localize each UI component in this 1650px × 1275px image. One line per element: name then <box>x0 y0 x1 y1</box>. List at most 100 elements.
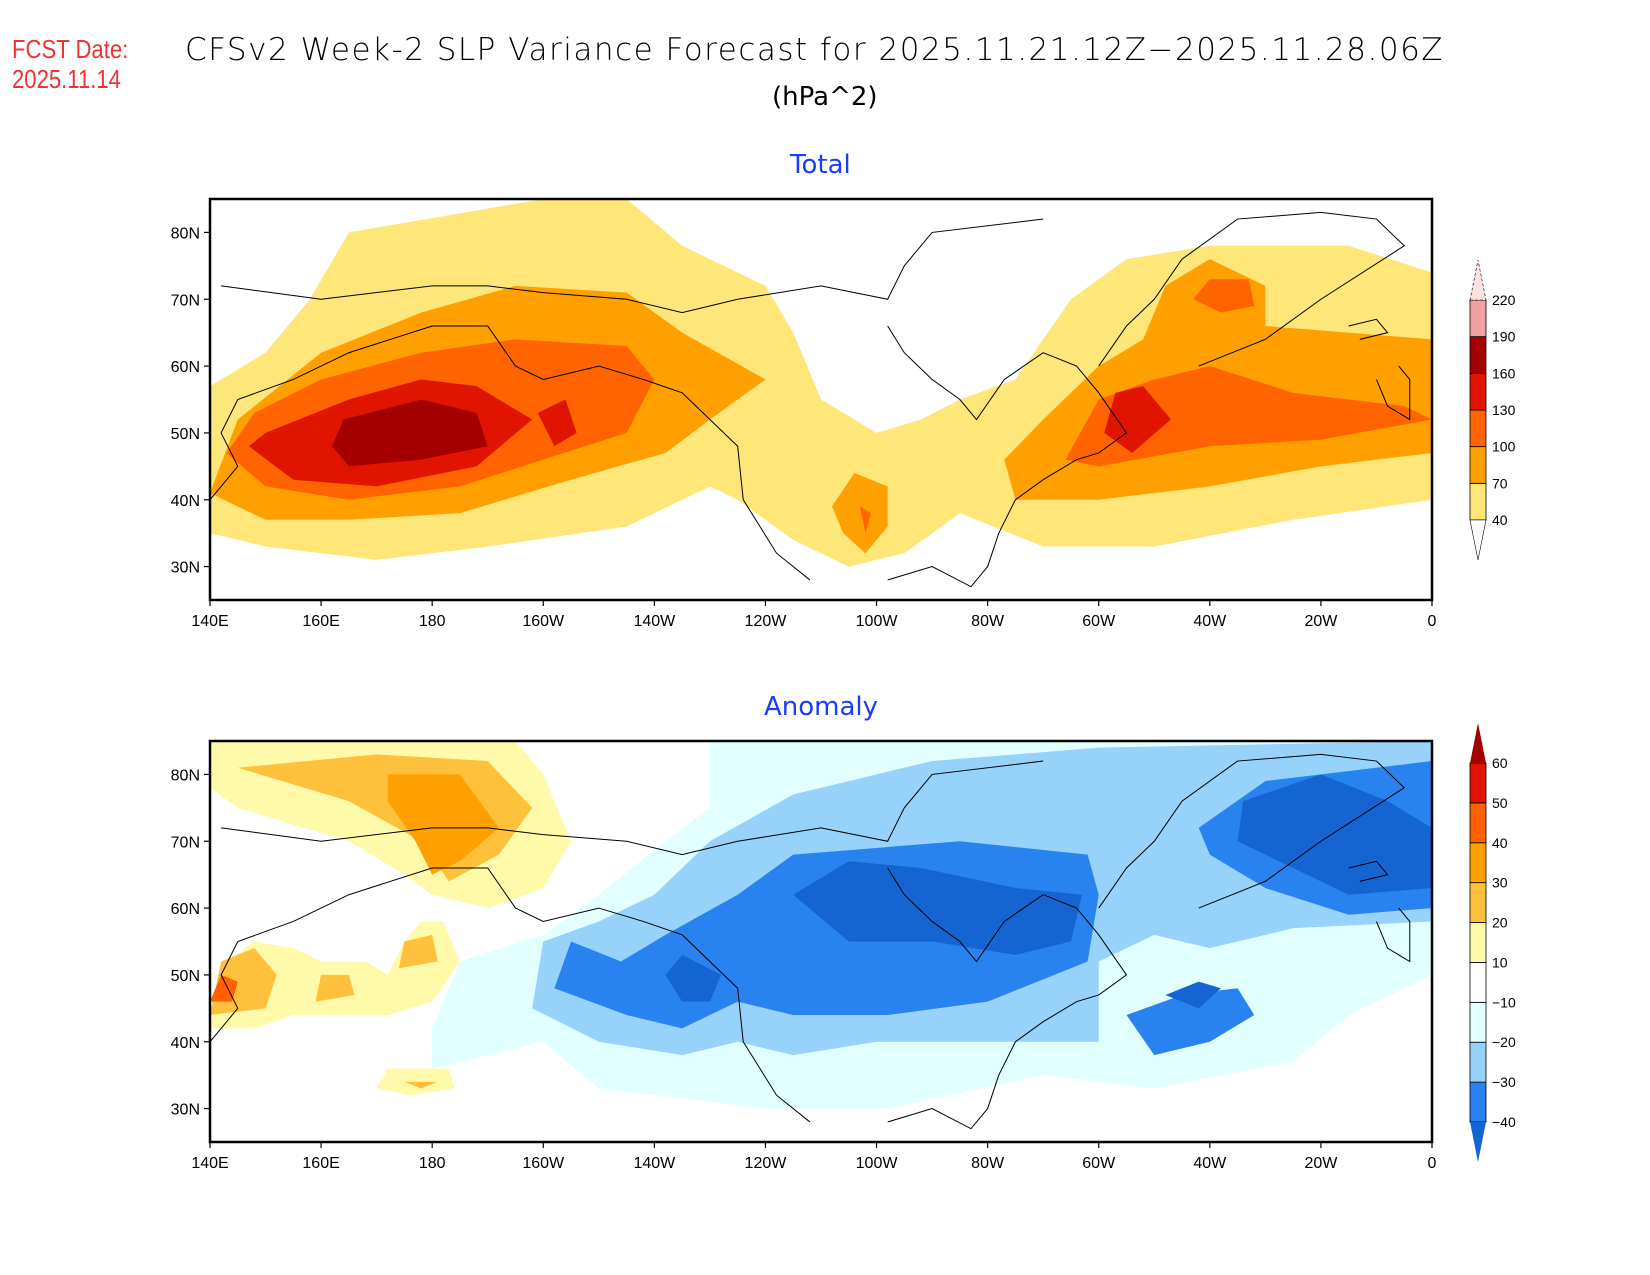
coastline <box>887 325 1128 588</box>
colorbar-label: 40 <box>1492 835 1508 851</box>
contour-region <box>1237 774 1432 895</box>
colorbar-swatch <box>1469 1041 1487 1083</box>
x-tick-label: 0 <box>1428 1155 1437 1172</box>
y-tick-label: 30N <box>171 1102 200 1119</box>
contour-region <box>832 473 888 554</box>
colorbar-extend-max <box>1469 259 1487 301</box>
contour-region <box>1065 366 1432 467</box>
coastline <box>210 325 811 581</box>
x-tick-label: 80W <box>971 613 1005 630</box>
colorbar-swatch <box>1469 802 1487 844</box>
colorbar-swatch <box>1469 336 1487 374</box>
x-tick-label: 140E <box>191 613 228 630</box>
y-tick-label: 80N <box>171 225 200 242</box>
colorbar-extend-max <box>1470 723 1486 763</box>
x-tick-label: 120W <box>745 613 788 630</box>
colorbar-swatch <box>1469 842 1487 884</box>
colorbar-anomaly: −40 −30 −20 −10 10 20 30 40 50 60 <box>1469 723 1516 1162</box>
colorbar-swatch <box>1469 1081 1487 1123</box>
contour-region <box>210 921 460 1029</box>
contour-region <box>537 399 577 447</box>
x-tick-label: 160W <box>522 613 565 630</box>
coastline <box>1375 365 1411 421</box>
coastline <box>1348 318 1389 340</box>
colorbar-label: 20 <box>1492 915 1508 931</box>
colorbar-label: −40 <box>1492 1114 1516 1130</box>
colorbar-total: 40 70 100 130 160 190 220 <box>1469 259 1516 561</box>
colorbar-label: −20 <box>1492 1034 1516 1050</box>
y-tick-label: 60N <box>171 901 200 918</box>
colorbar-label: 220 <box>1492 292 1516 308</box>
colorbar-swatch <box>1469 446 1487 484</box>
panel-title-anomaly: Anomaly <box>764 692 879 722</box>
colorbar-label: 10 <box>1492 954 1508 970</box>
colorbar-swatch <box>1469 922 1487 963</box>
y-tick-label: 80N <box>171 767 200 784</box>
contour-region <box>793 861 1083 955</box>
y-tick-label: 30N <box>171 560 200 577</box>
colorbar-label: 50 <box>1492 795 1508 811</box>
contour-region <box>404 1081 438 1089</box>
units-label: (hPa^2) <box>772 82 878 112</box>
colorbar-label: 40 <box>1492 512 1508 528</box>
contour-region <box>1193 279 1255 313</box>
x-tick-label: 140W <box>633 613 676 630</box>
x-tick-label: 40W <box>1193 613 1227 630</box>
y-tick-label: 50N <box>171 968 200 985</box>
contour-region <box>859 506 871 534</box>
colorbar-swatch <box>1469 762 1487 804</box>
colorbar-swatch <box>1469 882 1487 923</box>
colorbar-swatch <box>1469 299 1487 338</box>
x-tick-label: 120W <box>745 1155 788 1172</box>
x-tick-label: 140W <box>633 1155 676 1172</box>
fcst-label: FCST Date: <box>12 34 129 64</box>
contour-region <box>1165 981 1221 1009</box>
colorbar-swatch <box>1469 372 1487 411</box>
coastline <box>1348 860 1389 882</box>
colorbar-label: 130 <box>1492 402 1516 418</box>
x-tick-label: 20W <box>1304 1155 1338 1172</box>
coastline <box>1375 907 1411 963</box>
coastline <box>210 867 811 1123</box>
colorbar-label: −10 <box>1492 994 1516 1010</box>
main-title: CFSv2 Week-2 SLP Variance Forecast for 2… <box>185 32 1445 68</box>
x-tick-label: 80W <box>971 1155 1005 1172</box>
x-tick-label: 160W <box>522 1155 565 1172</box>
contour-region <box>398 934 438 969</box>
panel-title-total: Total <box>790 150 851 180</box>
x-tick-label: 60W <box>1082 613 1116 630</box>
map-panel-total: 140E 160E 180 160W 140W 120W 100W 80W 60W 40W 20W 0… <box>171 197 1516 630</box>
contour-region <box>315 974 355 1002</box>
colorbar-swatch <box>1469 1001 1487 1043</box>
colorbar-label: −30 <box>1492 1074 1516 1090</box>
y-tick-label: 70N <box>171 292 200 309</box>
colorbar-label: 60 <box>1492 755 1508 771</box>
map-panel-anomaly: 140E 160E 180 160W 140W 120W 100W 80W 60W 40W 20W 0… <box>171 723 1516 1172</box>
contour-region <box>332 399 488 467</box>
colorbar-swatch <box>1469 962 1487 1003</box>
y-tick-label: 50N <box>171 426 200 443</box>
contour-region <box>1104 386 1171 453</box>
x-tick-label: 60W <box>1082 1155 1116 1172</box>
coastline <box>221 218 1044 314</box>
x-tick-label: 40W <box>1193 1155 1227 1172</box>
y-tick-label: 70N <box>171 834 200 851</box>
contour-region <box>665 954 722 1002</box>
plot-frame <box>208 197 1434 602</box>
colorbar-label: 30 <box>1492 875 1508 891</box>
colorbar-label: 70 <box>1492 475 1508 491</box>
y-tick-label: 40N <box>171 1035 200 1052</box>
colorbar-extend-min <box>1469 519 1487 561</box>
x-tick-label: 20W <box>1304 613 1338 630</box>
x-tick-label: 160E <box>302 1155 339 1172</box>
coastline <box>221 760 1044 856</box>
coastline <box>1098 753 1406 909</box>
x-tick-label: 100W <box>856 1155 899 1172</box>
colorbar-swatch <box>1469 409 1487 448</box>
plot-frame <box>208 739 1434 1144</box>
x-tick-label: 0 <box>1428 613 1437 630</box>
x-tick-label: 160E <box>302 613 339 630</box>
colorbar-swatch <box>1469 482 1487 521</box>
x-tick-label: 180 <box>419 1155 446 1172</box>
